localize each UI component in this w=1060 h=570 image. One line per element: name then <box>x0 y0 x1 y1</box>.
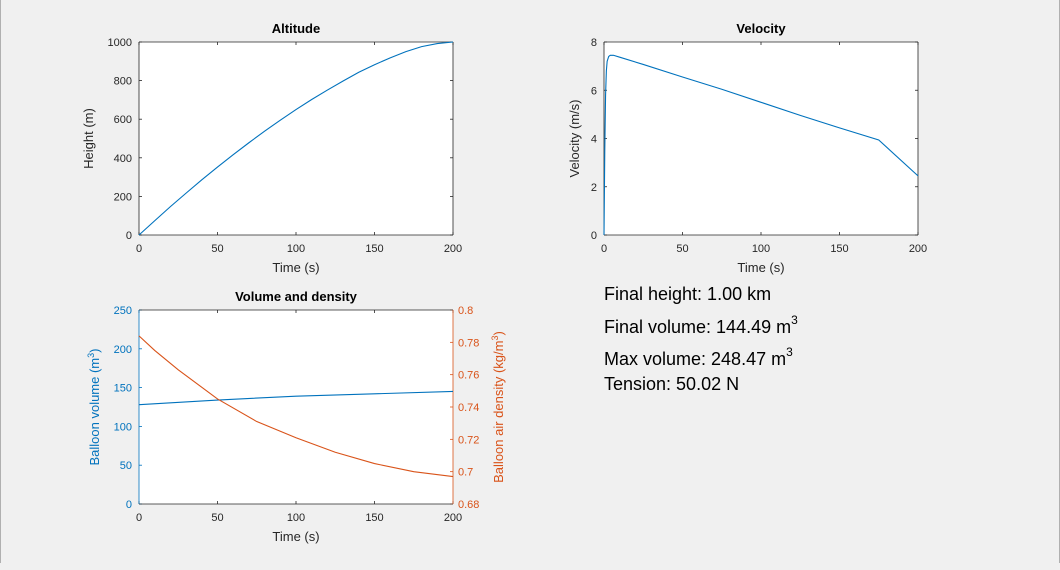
max-volume-text: Max volume: 248.47 m3 <box>604 345 793 370</box>
x-tick-label: 150 <box>365 243 383 255</box>
series-line-main-0 <box>138 41 454 236</box>
series-line-main-0 <box>603 54 919 236</box>
y-right-tick-label: 0.68 <box>458 499 479 511</box>
y-right-tick-label: 0.8 <box>458 305 473 317</box>
x-tick-label: 150 <box>830 243 848 255</box>
max-volume-label: Max volume: 248.47 m <box>604 349 787 369</box>
y-tick-label: 4 <box>591 134 597 146</box>
y-tick-label: 250 <box>114 305 132 317</box>
y-tick-label: 0 <box>126 499 132 511</box>
x-tick-label: 50 <box>211 243 223 255</box>
final-volume-label: Final volume: 144.49 m <box>604 317 792 337</box>
chart-volume-density: Volume and density 0 50 100 150 200 0 50 100 150 2… <box>114 289 480 544</box>
tension-label: Tension: 50.02 N <box>604 374 740 394</box>
x-tick-label: 0 <box>136 512 142 524</box>
x-tick-label: 200 <box>444 243 462 255</box>
max-volume-exponent: 3 <box>786 345 793 359</box>
y-tick-label: 8 <box>591 37 597 49</box>
final-height-label: Final height: 1.00 km <box>604 284 772 304</box>
x-tick-label: 150 <box>365 512 383 524</box>
y-right-tick-label: 0.74 <box>458 402 479 414</box>
y-axis-label: Velocity (m/s) <box>567 99 582 177</box>
y-tick-label: 200 <box>114 344 132 356</box>
x-axis-label: Time (s) <box>272 260 319 275</box>
series-line-left-0 <box>138 390 454 406</box>
y-tick-label: 200 <box>114 191 132 203</box>
x-axis-label: Time (s) <box>272 529 319 544</box>
final-volume-text: Final volume: 144.49 m3 <box>604 313 798 338</box>
x-tick-label: 50 <box>676 243 688 255</box>
y-tick-label: 1000 <box>108 37 132 49</box>
x-tick-label: 100 <box>752 243 770 255</box>
final-volume-exponent: 3 <box>791 313 798 327</box>
y-tick-label: 6 <box>591 85 597 97</box>
y-right-tick-label: 0.72 <box>458 434 479 446</box>
y-tick-label: 150 <box>114 383 132 395</box>
y-axis-label: Balloon volume (m3) <box>86 348 102 465</box>
chart-velocity: Velocity 0 50 100 150 200 0 2 4 6 8 Time (s) Velocit… <box>567 21 927 275</box>
x-tick-label: 200 <box>444 512 462 524</box>
y-tick-label: 2 <box>591 182 597 194</box>
x-tick-label: 50 <box>211 512 223 524</box>
tension-text: Tension: 50.02 N <box>604 374 739 395</box>
chart-title: Altitude <box>272 21 320 36</box>
x-tick-label: 200 <box>909 243 927 255</box>
x-tick-label: 100 <box>287 512 305 524</box>
plot-area <box>604 42 918 235</box>
y-right-tick-label: 0.76 <box>458 370 479 382</box>
y-right-tick-label: 0.7 <box>458 467 473 479</box>
y-right-tick-label: 0.78 <box>458 337 479 349</box>
x-tick-label: 0 <box>136 243 142 255</box>
x-axis-label: Time (s) <box>737 260 784 275</box>
y-tick-label: 100 <box>114 421 132 433</box>
y-tick-label: 50 <box>120 460 132 472</box>
x-tick-label: 100 <box>287 243 305 255</box>
y-tick-label: 400 <box>114 153 132 165</box>
x-tick-label: 0 <box>601 243 607 255</box>
plot-area <box>139 310 453 504</box>
final-height-text: Final height: 1.00 km <box>604 284 771 305</box>
series-line-right-1 <box>138 335 454 478</box>
y-axis-label: Height (m) <box>81 108 96 169</box>
y-axis-right-label: Balloon air density (kg/m3) <box>490 331 506 483</box>
y-tick-label: 600 <box>114 114 132 126</box>
chart-altitude: Altitude 0 50 100 150 200 0 200 400 600 800 1000 Tim… <box>81 21 462 275</box>
y-tick-label: 800 <box>114 76 132 88</box>
chart-title: Volume and density <box>235 289 358 304</box>
plot-area <box>139 42 453 235</box>
y-tick-label: 0 <box>591 230 597 242</box>
chart-title: Velocity <box>736 21 786 36</box>
y-tick-label: 0 <box>126 230 132 242</box>
